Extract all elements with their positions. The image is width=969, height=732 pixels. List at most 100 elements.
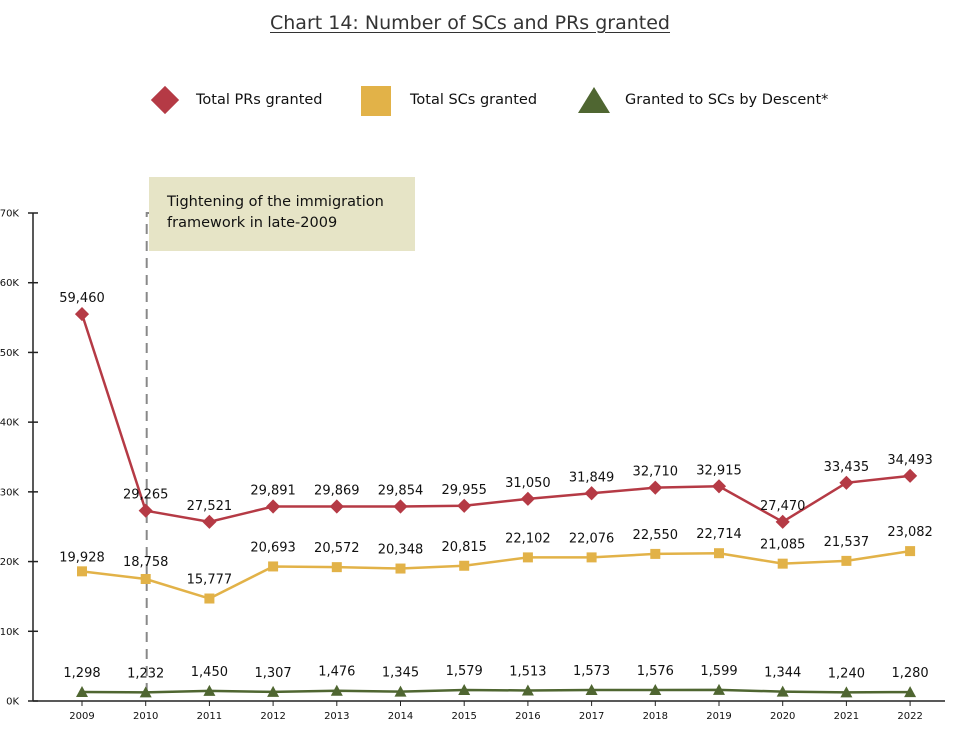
legend-item-scs: Total SCs granted	[361, 80, 537, 120]
triangle-icon	[578, 87, 610, 113]
y-tick-label: 30K	[0, 487, 19, 498]
data-label-total-prs-granted: 32,915	[696, 463, 742, 478]
data-label-granted-to-scs-by-descent: 1,298	[63, 666, 100, 681]
x-tick-label: 2012	[260, 711, 285, 722]
point-total-scs-granted	[204, 593, 215, 604]
point-granted-to-scs-by-descent	[713, 683, 725, 695]
x-tick-label: 2017	[579, 711, 604, 722]
x-tick-label: 2022	[897, 711, 922, 722]
data-label-granted-to-scs-by-descent: 1,232	[127, 666, 164, 681]
point-total-prs-granted	[648, 480, 663, 495]
y-tick-label: 20K	[0, 557, 19, 568]
data-label-total-prs-granted: 59,460	[59, 291, 105, 306]
point-total-prs-granted	[903, 468, 918, 483]
point-total-prs-granted	[329, 499, 344, 514]
data-label-total-scs-granted: 18,758	[123, 555, 169, 570]
data-label-granted-to-scs-by-descent: 1,513	[509, 664, 546, 679]
point-total-scs-granted	[586, 552, 597, 563]
data-label-total-prs-granted: 31,050	[505, 476, 551, 491]
data-label-total-scs-granted: 19,928	[59, 550, 105, 565]
series-line-total-scs-granted	[81, 549, 911, 600]
data-label-granted-to-scs-by-descent: 1,240	[828, 666, 865, 681]
y-tick-label: 50K	[0, 348, 19, 359]
point-total-scs-granted	[140, 574, 151, 584]
point-granted-to-scs-by-descent	[585, 684, 598, 696]
point-total-scs-granted	[77, 566, 87, 577]
legend-label-scs: Total SCs granted	[410, 92, 538, 108]
x-tick-label: 2016	[515, 711, 540, 722]
data-label-total-prs-granted: 27,470	[760, 499, 806, 514]
data-label-total-prs-granted: 32,710	[633, 465, 679, 480]
y-tick-label: 60K	[0, 278, 19, 289]
legend-label-descent: Granted to SCs by Descent*	[625, 92, 829, 108]
data-label-total-prs-granted: 31,849	[569, 470, 615, 485]
data-label-total-prs-granted: 29,891	[250, 483, 296, 498]
point-granted-to-scs-by-descent	[458, 683, 471, 695]
annotation-connector-line	[145, 212, 149, 693]
point-total-prs-granted	[584, 486, 599, 501]
point-granted-to-scs-by-descent	[521, 684, 534, 696]
y-tick-label: 70K	[0, 209, 19, 220]
series-line-granted-to-scs-by-descent	[81, 688, 911, 694]
point-total-scs-granted	[331, 562, 342, 573]
point-granted-to-scs-by-descent	[203, 684, 216, 696]
data-label-total-scs-granted: 15,777	[187, 573, 233, 588]
x-tick-label: 2011	[197, 711, 222, 722]
point-total-scs-granted	[905, 546, 916, 557]
x-tick-label: 2020	[770, 711, 795, 722]
annotation-box: Tightening of the immigration framework …	[149, 177, 415, 251]
point-granted-to-scs-by-descent	[776, 685, 789, 697]
data-label-granted-to-scs-by-descent: 1,599	[700, 664, 737, 679]
point-granted-to-scs-by-descent	[139, 686, 152, 698]
data-label-granted-to-scs-by-descent: 1,576	[637, 664, 674, 679]
data-label-granted-to-scs-by-descent: 1,345	[382, 666, 419, 681]
data-label-total-scs-granted: 20,348	[378, 543, 424, 558]
x-tick-label: 2018	[643, 711, 668, 722]
data-label-total-scs-granted: 20,693	[250, 540, 296, 555]
data-label-total-scs-granted: 23,082	[887, 525, 933, 540]
data-label-total-prs-granted: 29,265	[123, 488, 169, 503]
data-label-granted-to-scs-by-descent: 1,450	[191, 665, 228, 680]
data-label-granted-to-scs-by-descent: 1,476	[318, 665, 355, 680]
point-granted-to-scs-by-descent	[267, 685, 280, 697]
point-total-scs-granted	[459, 560, 470, 571]
data-label-granted-to-scs-by-descent: 1,579	[446, 664, 483, 679]
y-tick-label: 0K	[6, 697, 19, 708]
legend-item-descent: Granted to SCs by Descent*	[577, 80, 828, 120]
chart-title: Chart 14: Number of SCs and PRs granted	[270, 12, 670, 34]
point-total-scs-granted	[268, 561, 279, 572]
point-total-prs-granted	[202, 514, 217, 529]
diamond-icon	[150, 85, 180, 115]
point-total-scs-granted	[650, 548, 661, 559]
point-granted-to-scs-by-descent	[330, 684, 343, 696]
data-label-total-scs-granted: 21,537	[824, 535, 870, 550]
data-label-granted-to-scs-by-descent: 1,344	[764, 666, 801, 681]
square-icon	[361, 86, 391, 116]
data-label-granted-to-scs-by-descent: 1,307	[254, 666, 291, 681]
point-granted-to-scs-by-descent	[649, 684, 662, 696]
x-tick-label: 2010	[133, 711, 158, 722]
data-label-total-scs-granted: 22,102	[505, 531, 551, 546]
data-label-total-prs-granted: 29,854	[378, 483, 424, 498]
data-label-total-scs-granted: 22,550	[633, 528, 679, 543]
data-label-total-scs-granted: 20,572	[314, 541, 360, 556]
data-label-total-prs-granted: 33,435	[824, 460, 870, 475]
point-granted-to-scs-by-descent	[840, 686, 853, 698]
data-label-total-prs-granted: 29,955	[441, 483, 487, 498]
point-total-prs-granted	[138, 503, 153, 518]
series-line-total-prs-granted	[80, 313, 911, 524]
point-total-prs-granted	[839, 475, 854, 490]
point-total-scs-granted	[522, 552, 533, 563]
point-total-scs-granted	[395, 563, 406, 574]
x-tick-label: 2009	[69, 711, 94, 722]
data-label-granted-to-scs-by-descent: 1,573	[573, 664, 610, 679]
point-total-scs-granted	[714, 548, 724, 559]
y-tick-label: 10K	[0, 627, 19, 638]
x-tick-label: 2014	[388, 711, 413, 722]
point-total-prs-granted	[711, 479, 727, 494]
legend-item-prs: Total PRs granted	[148, 80, 323, 120]
point-granted-to-scs-by-descent	[394, 685, 407, 697]
point-total-scs-granted	[841, 555, 852, 566]
legend: Total PRs granted Total SCs granted Gran…	[0, 80, 969, 120]
